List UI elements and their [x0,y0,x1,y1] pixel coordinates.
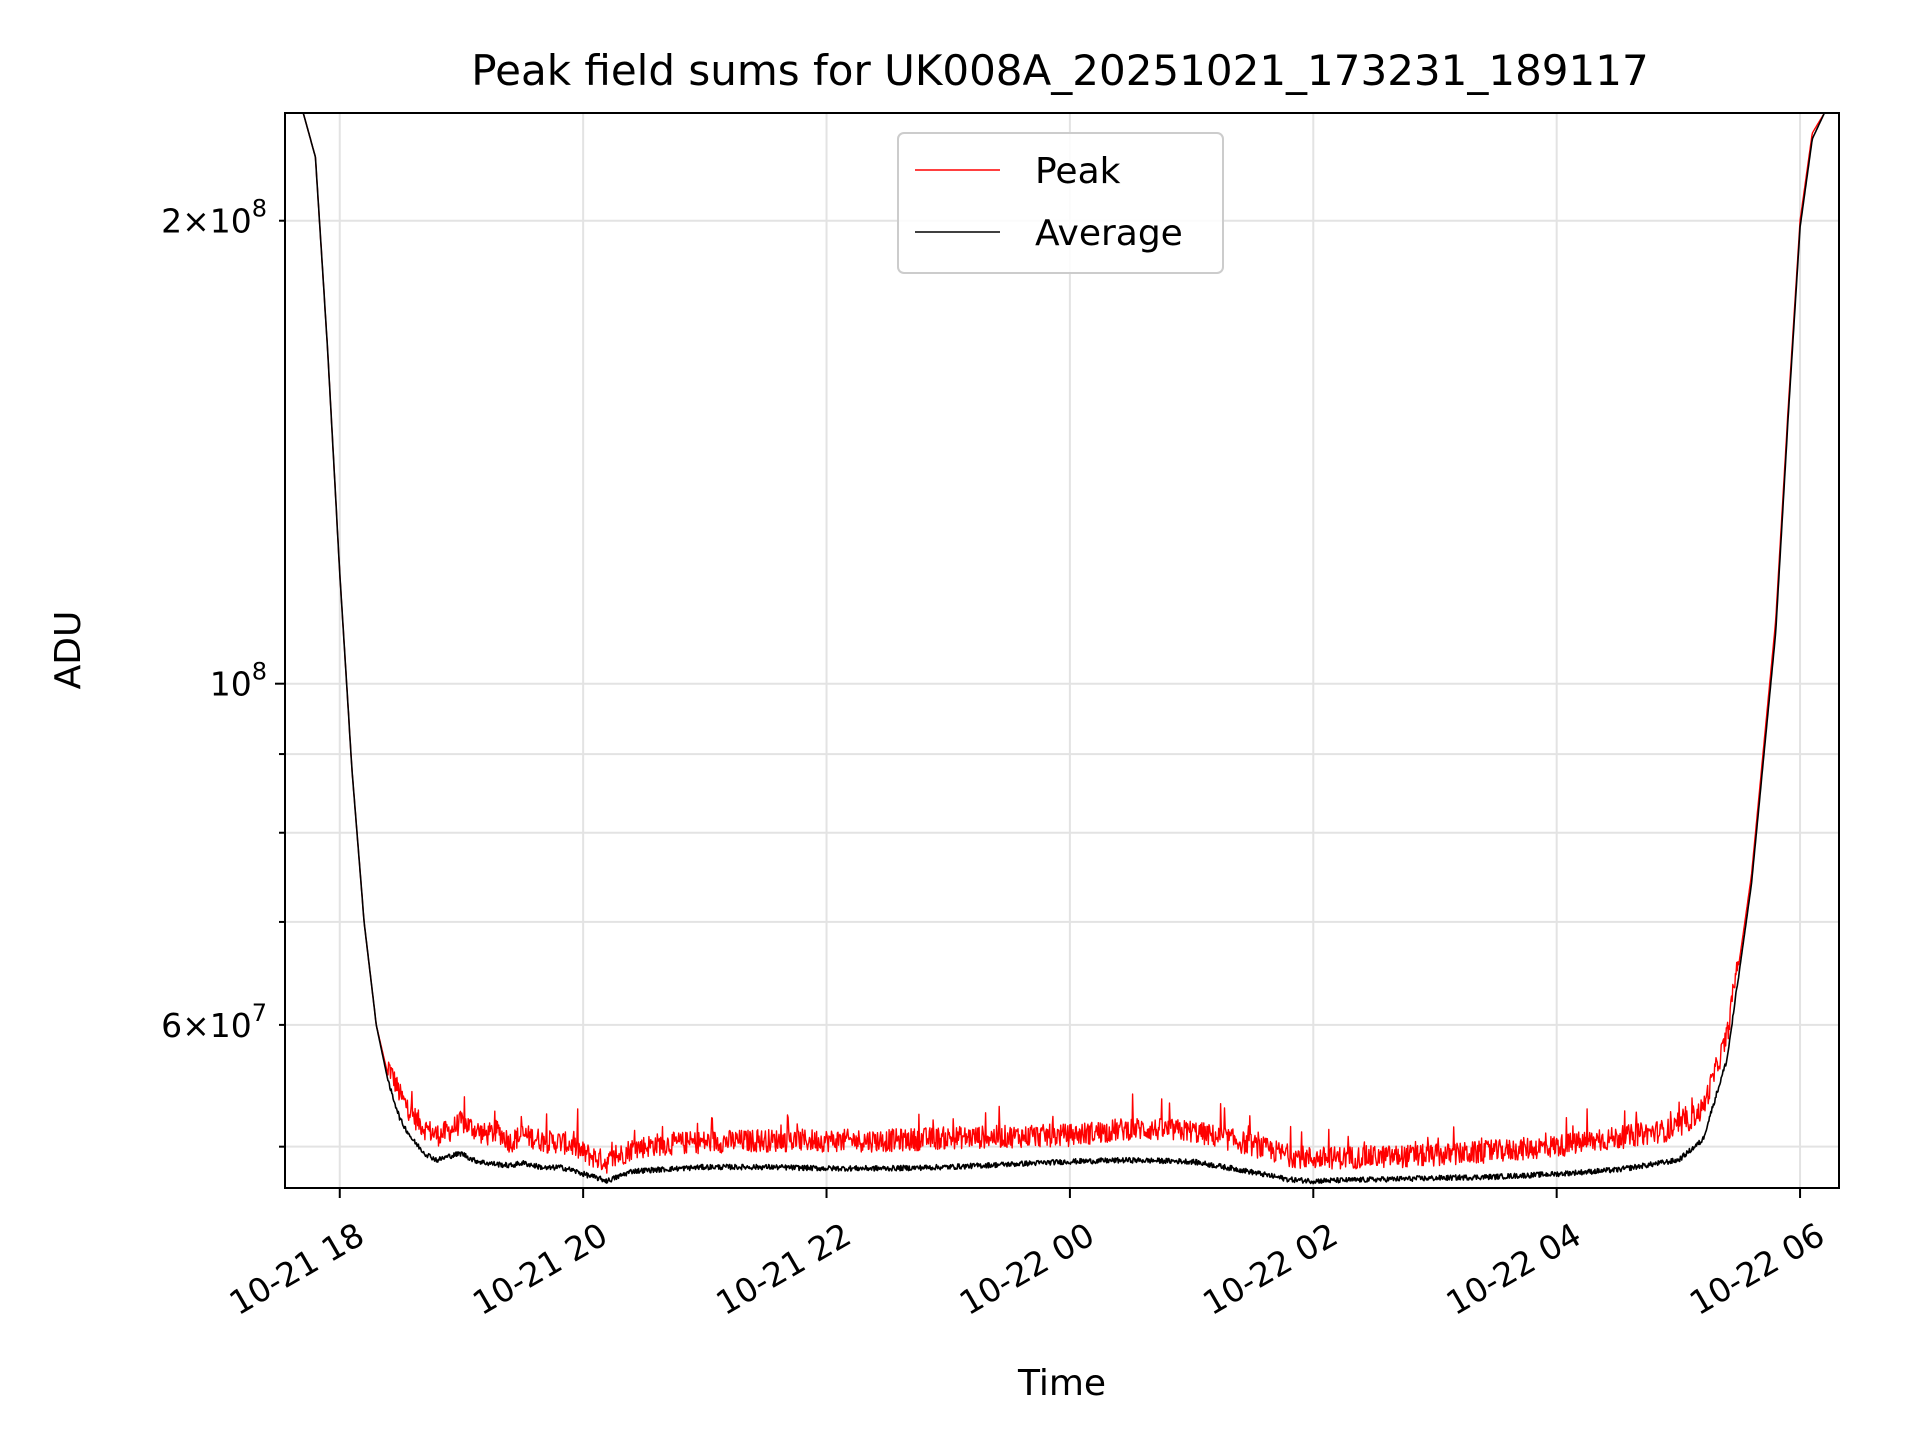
series-line-average [285,113,1839,1185]
legend: Peak Average [897,132,1224,274]
y-tick-label: 6×107 [161,999,267,1045]
legend-label-average: Average [1035,213,1183,254]
chart-title: Peak field sums for UK008A_20251021_1732… [471,46,1648,95]
legend-box [897,132,1224,274]
grid-layer [285,113,1839,1188]
series-line-peak [285,113,1839,1174]
legend-label-peak: Peak [1035,151,1121,192]
plot-layer [285,113,1839,1185]
y-tick-label: 108 [210,658,267,704]
y-tick-label: 2×108 [161,195,267,241]
plot-frame [284,112,1840,1189]
y-axis-label: ADU [48,611,89,690]
x-axis-label: Time [1017,1363,1106,1404]
